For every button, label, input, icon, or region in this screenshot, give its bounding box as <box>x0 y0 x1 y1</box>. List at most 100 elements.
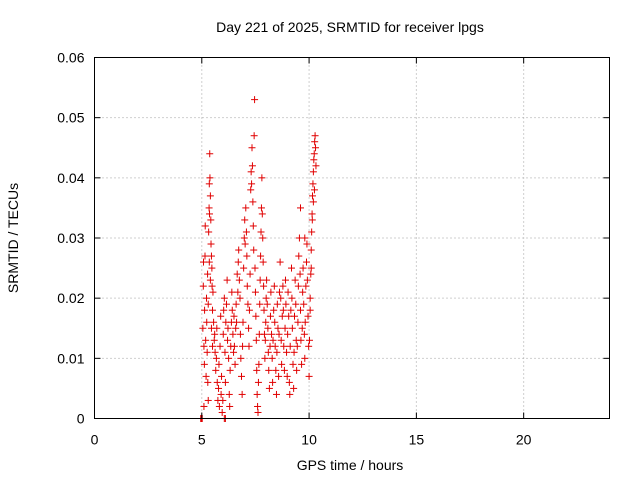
data-point <box>252 312 260 320</box>
data-point <box>297 306 304 314</box>
data-point <box>277 294 285 302</box>
data-point <box>298 324 306 332</box>
data-point <box>234 288 242 296</box>
data-point <box>205 258 213 266</box>
data-point <box>301 234 309 242</box>
data-point <box>228 306 236 314</box>
data-point <box>307 264 315 272</box>
data-point <box>307 270 315 278</box>
data-point <box>306 306 314 314</box>
data-point <box>202 372 210 380</box>
data-point <box>203 318 211 326</box>
data-point <box>278 312 286 320</box>
data-point <box>257 228 265 236</box>
data-point <box>302 282 310 290</box>
data-point <box>234 258 242 266</box>
data-point <box>247 168 255 176</box>
data-point <box>240 264 248 272</box>
data-point <box>299 264 307 272</box>
data-point <box>203 348 211 356</box>
data-point <box>213 324 221 332</box>
data-point <box>256 300 264 308</box>
data-point <box>202 336 210 344</box>
data-point <box>264 324 272 332</box>
data-point <box>212 354 220 362</box>
data-point <box>256 276 264 284</box>
data-point <box>215 402 223 410</box>
data-point <box>263 300 271 308</box>
data-point <box>261 354 269 362</box>
data-point <box>215 360 223 368</box>
data-point <box>290 384 298 392</box>
data-point <box>260 306 268 314</box>
data-point <box>199 282 207 290</box>
data-point <box>291 276 299 284</box>
data-point <box>300 330 308 338</box>
data-point <box>226 366 234 374</box>
y-tick-label: 0.04 <box>57 170 84 186</box>
data-point <box>287 264 295 272</box>
data-point <box>236 330 244 338</box>
data-point <box>221 378 229 386</box>
x-tick-label: 15 <box>409 432 425 448</box>
y-axis-label: SRMTID / TECUs <box>5 183 21 293</box>
data-point <box>257 204 265 212</box>
data-point <box>270 306 278 314</box>
data-point <box>307 246 315 254</box>
data-point <box>201 252 209 260</box>
data-point <box>230 312 238 320</box>
data-point <box>286 390 294 398</box>
data-point <box>276 258 284 266</box>
data-point <box>277 336 285 344</box>
data-point <box>260 330 268 338</box>
data-point <box>206 210 214 218</box>
data-point <box>251 264 259 272</box>
data-point <box>210 336 218 344</box>
data-point <box>223 276 231 284</box>
data-point <box>240 234 248 242</box>
data-point <box>203 294 211 302</box>
data-point <box>265 384 273 392</box>
data-point <box>271 318 279 326</box>
data-point <box>248 180 256 188</box>
data-point <box>263 276 271 284</box>
data-point <box>279 306 287 314</box>
data-point <box>301 354 309 362</box>
data-point <box>250 132 258 140</box>
y-tick-label: 0.01 <box>57 350 84 366</box>
data-point <box>211 348 219 356</box>
data-point <box>254 408 262 416</box>
data-point <box>309 192 317 200</box>
data-point <box>294 282 302 290</box>
data-point <box>210 318 218 326</box>
x-tick-label: 0 <box>91 432 99 448</box>
data-point <box>268 330 276 338</box>
data-point <box>290 348 298 356</box>
data-point <box>273 300 281 308</box>
data-point <box>304 312 312 320</box>
data-point <box>269 378 277 386</box>
data-point <box>286 342 294 350</box>
data-point <box>254 378 262 386</box>
data-point <box>310 186 318 194</box>
axis-ticks: 0 5 10 15 20 0 0.01 0.02 0.03 0.04 0.05 0.06 <box>57 50 610 448</box>
data-point <box>281 324 289 332</box>
data-point <box>230 348 238 356</box>
data-point <box>201 306 209 314</box>
data-point <box>289 360 297 368</box>
x-axis-label: GPS time / hours <box>297 457 404 473</box>
data-point <box>279 282 287 290</box>
data-point <box>209 288 217 296</box>
data-point <box>213 378 221 386</box>
data-point <box>204 396 212 404</box>
data-point <box>288 294 296 302</box>
data-point <box>308 228 316 236</box>
data-point <box>272 390 280 398</box>
data-point <box>216 342 224 350</box>
data-point <box>290 312 298 320</box>
data-point <box>293 366 301 374</box>
x-tick-label: 5 <box>198 432 206 448</box>
data-point <box>265 366 273 374</box>
data-point <box>252 336 260 344</box>
